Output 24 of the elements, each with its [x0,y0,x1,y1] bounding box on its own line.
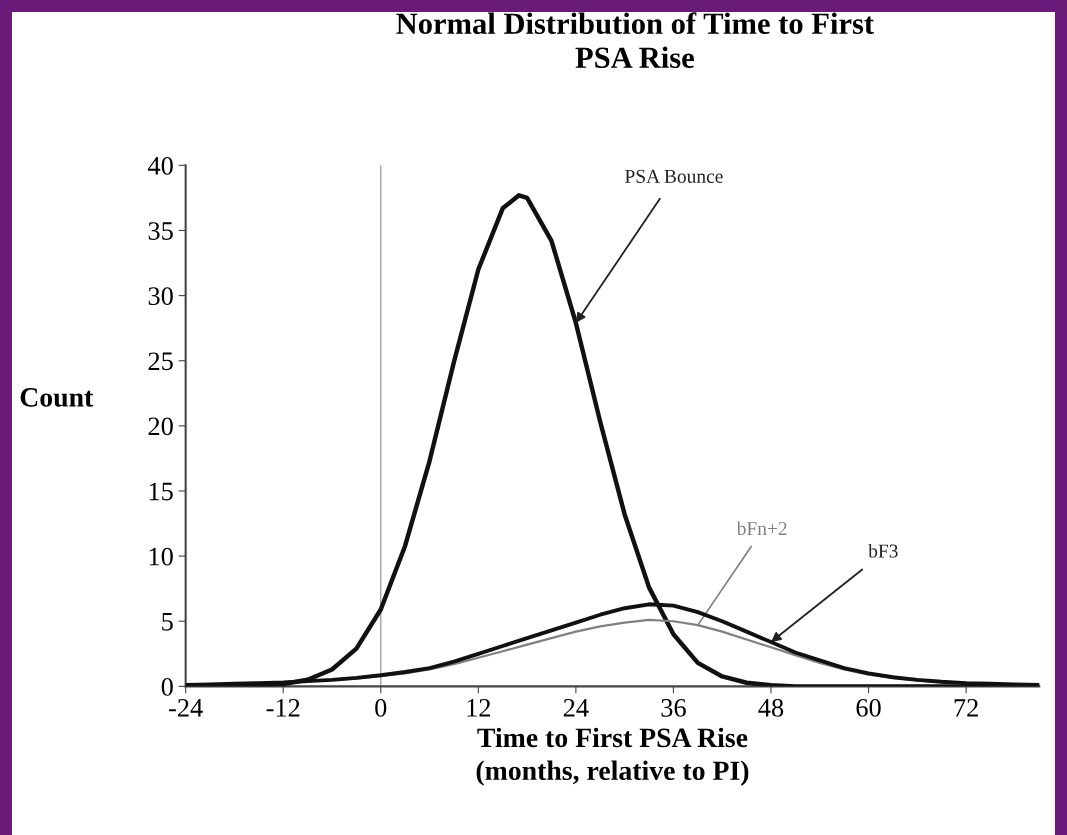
x-tick-label: -12 [266,699,300,717]
y-tick-label: 10 [149,547,173,566]
y-tick-label: 5 [162,613,173,631]
x-tick-label: 48 [758,698,784,717]
x-tick-label: 24 [563,699,589,717]
annotation: bFn+2 [736,521,787,536]
x-axis-title: Time to First PSA Rise (months, relative to PI) [476,727,749,786]
y-tick-label: 20 [148,417,173,436]
annotation: bF3 [868,543,898,558]
x-tick-label: -24 [169,699,203,717]
y-tick-label: 25 [148,352,173,371]
x-tick-label: 72 [954,699,978,717]
y-tick-label: 0 [161,677,173,696]
y-tick-label: 30 [148,287,173,306]
y-tick-label: 15 [149,482,173,501]
x-tick-label: 12 [467,699,491,717]
y-tick-label: 40 [147,156,173,175]
chart-title: Normal Distribution of Time to First PSA Rise [396,12,874,69]
x-tick-label: 0 [375,698,387,717]
x-tick-label: 36 [661,699,686,717]
y-axis-title: Count [20,388,94,407]
y-tick-label: 35 [148,222,173,240]
x-tick-label: 60 [856,698,881,717]
annotation: PSA Bounce [625,169,723,183]
